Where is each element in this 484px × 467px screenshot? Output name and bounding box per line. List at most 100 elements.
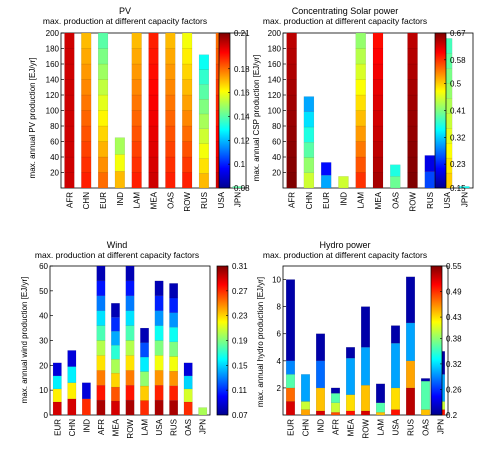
wind-bar-chn	[67, 350, 77, 416]
csp-bar-segment	[407, 156, 418, 173]
pv-bar-segment	[81, 125, 92, 142]
pv-colorbar-tick-label: 0.14	[234, 112, 250, 121]
hydro-x-tick-label: RUS	[407, 419, 416, 436]
hydro-bar-segment	[285, 401, 295, 416]
csp-bar-segment	[372, 172, 384, 189]
pv-bar-segment	[165, 79, 176, 96]
csp-bar-segment	[372, 63, 384, 80]
pv-bar-segment	[64, 32, 75, 49]
hydro-bar-segment	[315, 360, 325, 389]
wind-bar-segment	[111, 317, 120, 332]
hydro-bar-segment	[315, 387, 325, 412]
wind-bar-segment	[67, 350, 77, 367]
pv-bar-segment	[198, 143, 209, 159]
wind-bar-mea	[111, 303, 120, 416]
wind-y-tick-label: 10	[39, 386, 48, 395]
wind-bar-segment	[154, 280, 164, 296]
wind-bar-segment	[67, 366, 77, 383]
wind-bar-segment	[183, 388, 193, 403]
csp-bar-segment	[355, 141, 366, 158]
wind-bar-row	[125, 265, 135, 416]
wind-bar-segment	[183, 375, 193, 390]
pv-bar-segment	[198, 173, 209, 189]
pv-bar-segment	[64, 125, 75, 142]
wind-bar-segment	[183, 362, 193, 377]
wind-subtitle: max. production at different capacity fa…	[35, 250, 199, 260]
wind-bar-segment	[169, 297, 179, 313]
wind-colorbar-tick-label: 0.15	[232, 361, 248, 370]
hydro-x-tick-label: CHN	[302, 419, 311, 437]
hydro-x-tick-label: JPN	[437, 419, 446, 434]
pv-bar-segment	[64, 172, 75, 189]
wind-x-tick-label: ROW	[126, 419, 135, 439]
wind-colorbar-tick-label: 0.11	[232, 386, 248, 395]
csp-bar-segment	[303, 142, 315, 158]
csp-y-axis-label: max. annual CSP production [EJ/yr]	[252, 55, 261, 182]
pv-bar-segment	[232, 186, 243, 189]
csp-y-tick-label: 60	[272, 138, 281, 147]
hydro-bar-segment	[375, 412, 385, 416]
pv-y-tick-label: 60	[50, 138, 59, 147]
pv-bar-segment	[98, 141, 109, 158]
pv-bar-ind	[114, 137, 125, 189]
pv-bar-rus	[198, 54, 209, 189]
wind-bar-segment	[169, 327, 179, 343]
wind-x-tick-label: IND	[82, 419, 91, 433]
csp-bar-segment	[390, 164, 401, 177]
hydro-x-tick-label: MEA	[347, 418, 356, 436]
wind-bar-segment	[125, 385, 135, 401]
wind-y-tick-label: 0	[44, 411, 49, 420]
wind-bar-segment	[169, 385, 179, 401]
wind-bar-segment	[52, 388, 62, 403]
pv-bar-segment	[64, 79, 75, 96]
wind-x-tick-label: AFR	[97, 419, 106, 435]
hydro-bar-segment	[345, 410, 355, 416]
pv-bar-segment	[64, 48, 75, 65]
wind-y-tick-label: 30	[39, 337, 48, 346]
pv-bar-segment	[64, 141, 75, 158]
wind-bar-segment	[111, 331, 120, 346]
wind-bar-eur	[52, 362, 62, 416]
hydro-bar-segment	[285, 279, 295, 361]
pv-colorbar-tick-label: 0.18	[234, 65, 250, 74]
pv-bar-segment	[81, 94, 92, 111]
csp-bar-segment	[286, 125, 297, 142]
hydro-bar-segment	[345, 357, 355, 395]
wind-y-tick-label: 60	[39, 262, 48, 271]
csp-y-tick-label: 80	[272, 122, 281, 131]
pv-x-tick-label: CHN	[82, 192, 91, 210]
pv-bar-afr	[64, 32, 75, 189]
hydro-x-tick-label: ROW	[362, 419, 371, 439]
csp-bar-rus	[424, 155, 435, 189]
csp-bar-segment	[303, 172, 315, 189]
csp-bar-segment	[372, 156, 384, 173]
pv-colorbar-tick-label: 0.08	[234, 184, 250, 193]
csp-bar-segment	[424, 155, 435, 172]
wind-bar-segment	[125, 355, 135, 371]
csp-x-tick-label: USA	[443, 191, 452, 208]
hydro-bar-segment	[330, 393, 340, 403]
csp-bar-segment	[286, 156, 297, 173]
csp-bar-lam	[355, 32, 366, 189]
pv-colorbar-tick-label: 0.21	[234, 29, 250, 38]
wind-x-tick-label: CHN	[68, 419, 77, 437]
pv-bar-segment	[182, 48, 193, 65]
wind-bar-segment	[125, 399, 135, 416]
hydro-x-tick-label: OAS	[422, 419, 431, 436]
csp-bar-segment	[407, 63, 418, 80]
csp-bar-segment	[286, 94, 297, 111]
csp-x-tick-label: OAS	[391, 192, 400, 209]
pv-bar-segment	[131, 125, 142, 142]
wind-y-tick-label: 40	[39, 312, 48, 321]
pv-bar-chn	[81, 32, 92, 189]
hydro-bar-segment	[345, 394, 355, 412]
pv-x-tick-label: USA	[217, 191, 226, 208]
hydro-bar-segment	[375, 383, 385, 403]
csp-bar-segment	[321, 175, 332, 189]
pv-bar-segment	[81, 172, 92, 189]
csp-bar-segment	[355, 48, 366, 65]
wind-bar-segment	[52, 362, 62, 377]
csp-bar-segment	[407, 125, 418, 142]
csp-y-tick-label: 100	[268, 107, 282, 116]
pv-bar-segment	[148, 110, 159, 127]
